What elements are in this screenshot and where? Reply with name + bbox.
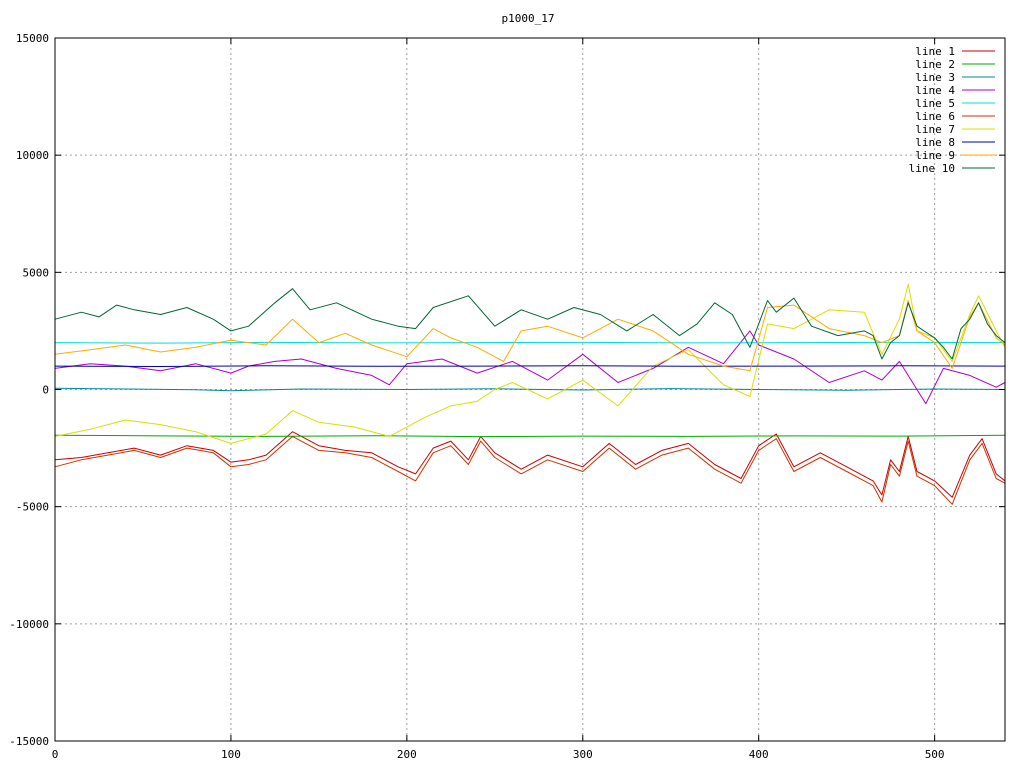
- series-line-8: [54, 365, 1006, 367]
- series-line-2: [54, 434, 1006, 438]
- x-tick-label: 200: [397, 748, 417, 761]
- legend-label: line 6: [915, 110, 955, 123]
- y-tick-label: 5000: [23, 266, 50, 279]
- x-tick-label: 500: [925, 748, 945, 761]
- legend-label: line 7: [915, 123, 955, 136]
- chart-title: p1000_17: [502, 12, 555, 25]
- legend-label: line 8: [915, 136, 955, 149]
- legend-label: line 2: [915, 58, 955, 71]
- series-line-6: [54, 435, 1006, 505]
- legend-label: line 4: [915, 84, 955, 97]
- y-tick-label: 0: [42, 384, 49, 397]
- series-lines: [54, 283, 1006, 505]
- y-tick-label: 15000: [16, 32, 49, 45]
- y-tick-label: -10000: [9, 618, 49, 631]
- legend-label: line 10: [909, 162, 955, 175]
- legend-label: line 9: [915, 149, 955, 162]
- series-line-1: [54, 431, 1006, 498]
- x-tick-label: 100: [221, 748, 241, 761]
- axis-ticks: -15000 -10000 -5000 0 5000 10000 15000 0 100 200 3…: [9, 32, 1005, 761]
- series-line-5: [54, 341, 1006, 344]
- x-tick-label: 300: [573, 748, 593, 761]
- y-tick-label: -5000: [16, 501, 49, 514]
- y-tick-label: -15000: [9, 735, 49, 748]
- series-line-10: [54, 288, 1006, 360]
- legend-label: line 3: [915, 71, 955, 84]
- series-line-3: [54, 387, 1006, 392]
- series-line-4: [54, 330, 1006, 405]
- x-tick-label: 0: [52, 748, 59, 761]
- y-tick-label: 10000: [16, 149, 49, 162]
- x-tick-label: 400: [749, 748, 769, 761]
- series-line-9: [54, 300, 1006, 372]
- legend-label: line 5: [915, 97, 955, 110]
- legend-label: line 1: [915, 45, 955, 58]
